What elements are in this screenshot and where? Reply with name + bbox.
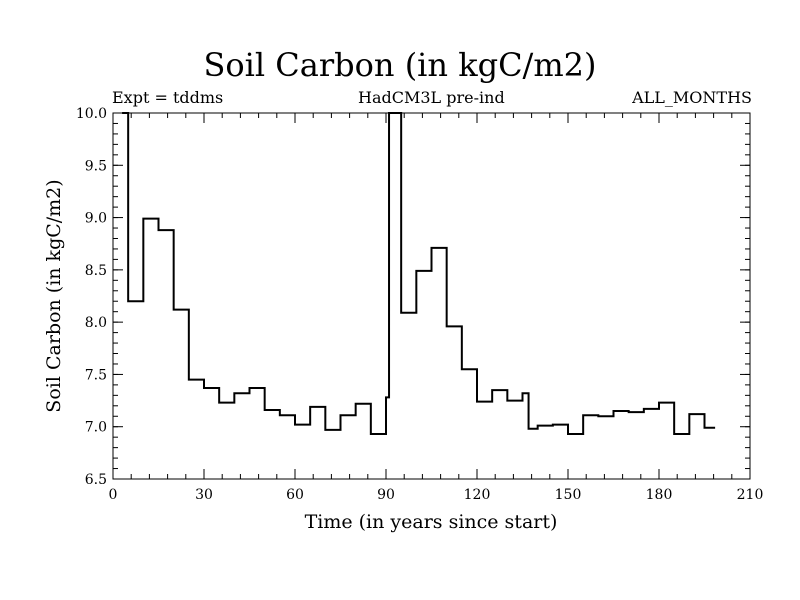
x-tick-label: 0: [109, 487, 118, 503]
y-tick-label: 9.0: [85, 211, 107, 227]
y-axis-title: Soil Carbon (in kgC/m2): [43, 179, 65, 412]
plot-frame: [112, 112, 751, 480]
y-tick-label: 7.0: [85, 420, 107, 436]
y-tick-label: 8.0: [85, 315, 107, 331]
x-axis-title: Time (in years since start): [305, 511, 558, 533]
x-tick-label: 210: [737, 487, 764, 503]
chart-title: Soil Carbon (in kgC/m2): [203, 46, 597, 84]
experiment-label: Expt = tddms: [112, 88, 224, 107]
soil-carbon-series-line: [122, 112, 716, 436]
x-tick-labels: 0 30 60 90 120 150 180 210: [109, 487, 764, 503]
x-tick-label: 90: [377, 487, 395, 503]
y-tick-label: 8.5: [85, 263, 107, 279]
minor-ticks: [112, 112, 751, 480]
y-tick-label: 10.0: [76, 106, 107, 122]
y-tick-label: 6.5: [85, 472, 107, 488]
model-label: HadCM3L pre-ind: [358, 88, 505, 107]
months-label: ALL_MONTHS: [632, 88, 752, 107]
y-tick-label: 7.5: [85, 367, 107, 383]
x-tick-label: 60: [286, 487, 304, 503]
x-tick-label: 120: [464, 487, 491, 503]
y-tick-label: 9.5: [85, 158, 107, 174]
x-tick-label: 30: [195, 487, 213, 503]
x-tick-label: 150: [555, 487, 582, 503]
major-ticks: [112, 112, 751, 480]
y-tick-labels: 6.5 7.0 7.5 8.0 8.5 9.0 9.5 10.0: [76, 106, 107, 488]
x-tick-label: 180: [646, 487, 673, 503]
